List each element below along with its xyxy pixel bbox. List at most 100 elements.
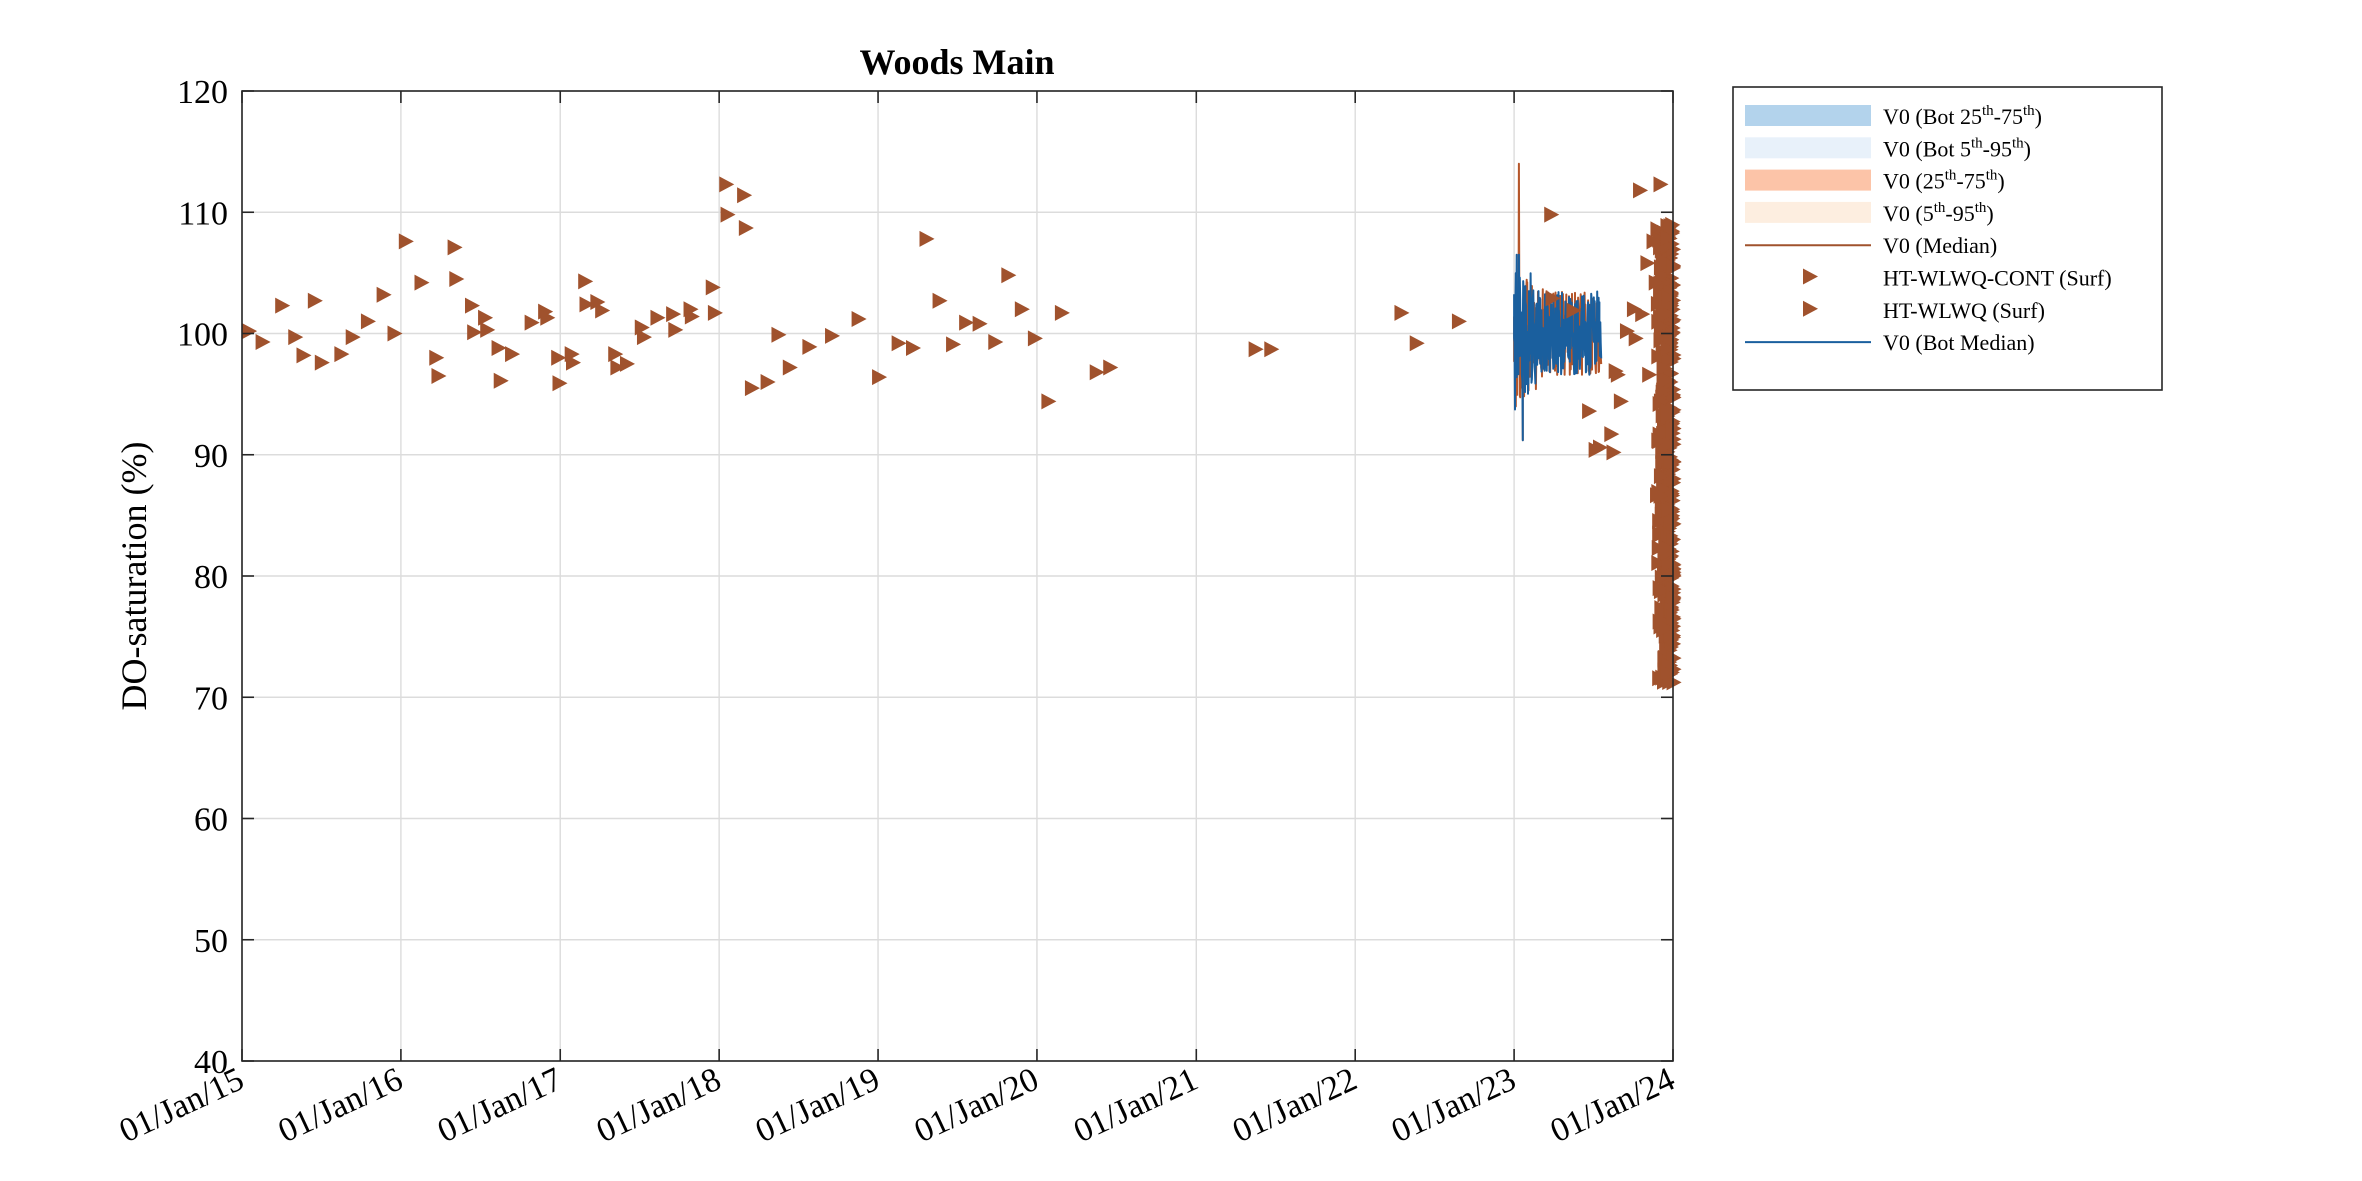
series-ht-wlwq-point (595, 302, 611, 319)
series-ht-wlwq-point (1054, 304, 1070, 321)
series-ht-wlwq-cont-point (1659, 619, 1675, 636)
series-ht-wlwq-cont-point (1659, 540, 1675, 557)
series-ht-wlwq-point (345, 329, 361, 346)
series-ht-wlwq-cont-point (1653, 583, 1669, 600)
legend-marker (1803, 268, 1818, 285)
series-ht-wlwq-cont-point (1656, 360, 1672, 377)
y-axis-label: DO-saturation (%) (114, 442, 154, 711)
legend-label: HT-WLWQ (Surf) (1883, 298, 2045, 323)
series-ht-wlwq-point (719, 176, 735, 193)
series-ht-wlwq-point (705, 279, 721, 296)
series-ht-wlwq-point (1394, 304, 1410, 321)
series-ht-wlwq-point (590, 293, 606, 310)
series-ht-wlwq-point (1628, 330, 1644, 347)
series-ht-wlwq-point (1566, 302, 1582, 319)
series-ht-wlwq-point (255, 333, 271, 350)
series-ht-wlwq-point (296, 347, 312, 364)
series-ht-wlwq-point (619, 355, 635, 372)
series-ht-wlwq-point (650, 309, 666, 326)
series-ht-wlwq-point (1544, 206, 1560, 223)
series-ht-wlwq-point (478, 309, 494, 326)
y-tick-label: 100 (177, 317, 228, 354)
series-ht-wlwq-point (737, 187, 753, 204)
series-ht-wlwq-point (376, 286, 392, 303)
series-ht-wlwq-point (782, 359, 798, 376)
series-ht-wlwq-point (872, 369, 888, 386)
series-ht-wlwq-point (760, 374, 776, 390)
series-ht-wlwq-cont-point (1661, 351, 1677, 368)
series-ht-wlwq-cont-point (1656, 253, 1672, 270)
series-ht-wlwq-point (1592, 439, 1608, 456)
series-ht-wlwq-point (1613, 393, 1629, 410)
series-ht-wlwq-point (449, 270, 465, 287)
series-ht-wlwq-point (1545, 290, 1561, 307)
series-ht-wlwq-point (334, 346, 350, 363)
legend-swatch (1745, 105, 1871, 126)
series-ht-wlwq-point (288, 329, 304, 346)
legend-marker (1803, 300, 1818, 317)
series-ht-wlwq-point (552, 375, 568, 392)
series-ht-wlwq-point (1041, 393, 1057, 410)
series-ht-wlwq-cont-point (1660, 229, 1676, 246)
series-ht-wlwq-point (608, 346, 624, 363)
series-ht-wlwq-point (579, 296, 595, 313)
series-ht-wlwq-point (464, 297, 480, 314)
legend-swatch (1745, 201, 1871, 223)
series-ht-wlwq-point (505, 346, 521, 363)
series-ht-wlwq-point (307, 292, 323, 309)
series-ht-wlwq-point (919, 230, 935, 247)
series-ht-wlwq-point (666, 306, 682, 323)
series-ht-wlwq-point (851, 310, 867, 327)
series-ht-wlwq-point (275, 297, 291, 314)
series-ht-wlwq-cont-point (1656, 275, 1672, 292)
series-ht-wlwq-point (802, 338, 818, 355)
series-ht-wlwq-cont-point (1666, 590, 1682, 607)
y-tick-label: 110 (178, 195, 228, 232)
series-ht-wlwq-point (414, 274, 430, 291)
series-ht-wlwq-cont-point (1654, 569, 1670, 586)
series-ht-wlwq-point (738, 220, 754, 237)
series-ht-wlwq-point (972, 315, 988, 332)
series-ht-wlwq-cont-point (1651, 540, 1667, 557)
series-ht-wlwq-point (1640, 255, 1656, 272)
series-ht-wlwq-point (551, 349, 567, 366)
y-tick-label: 60 (194, 802, 228, 839)
series-ht-wlwq-cont-point (1652, 433, 1668, 450)
series-ht-wlwq-point (1635, 306, 1651, 323)
series-ht-wlwq-point (1653, 176, 1669, 193)
series-ht-wlwq-point (744, 380, 760, 397)
series-ht-wlwq-cont-point (1663, 469, 1679, 486)
series-ht-wlwq-cont-point (1653, 393, 1669, 410)
series-ht-wlwq-cont-point (1661, 502, 1677, 519)
series-ht-wlwq-point (1626, 301, 1642, 318)
series-ht-wlwq-point (668, 321, 684, 338)
series-ht-wlwq-point (540, 309, 556, 326)
series-ht-wlwq-cont-point (1655, 613, 1671, 630)
series-ht-wlwq-point (1633, 182, 1649, 199)
series-ht-wlwq-point (932, 292, 948, 309)
series-ht-wlwq-point (988, 333, 1004, 350)
series-ht-wlwq-point (1014, 301, 1030, 318)
series-ht-wlwq-point (906, 340, 922, 357)
series-ht-wlwq-point (447, 239, 463, 256)
series-ht-wlwq-point (1264, 341, 1280, 358)
series-ht-wlwq-point (1604, 426, 1620, 443)
y-tick-label: 40 (194, 1044, 228, 1081)
series-ht-wlwq-point (431, 367, 447, 384)
series-ht-wlwq-point (825, 327, 841, 344)
series-ht-wlwq-point (1103, 359, 1119, 376)
y-tick-label: 50 (194, 923, 228, 960)
series-ht-wlwq-cont-point (1660, 408, 1676, 425)
chart-title: Woods Main (859, 42, 1054, 82)
series-ht-wlwq-point (491, 340, 507, 357)
series-ht-wlwq-point (1642, 366, 1658, 383)
legend-label: V0 (Bot 25th-75th) (1883, 103, 2042, 129)
series-ht-wlwq-point (1582, 403, 1598, 420)
series-ht-wlwq-cont-point (1658, 372, 1674, 389)
legend-label: V0 (25th-75th) (1883, 168, 2005, 194)
series-ht-wlwq-point (1648, 274, 1664, 291)
series-ht-wlwq-point (1619, 323, 1635, 340)
series-ht-wlwq-point (1001, 267, 1017, 284)
series-ht-wlwq-point (578, 273, 594, 290)
